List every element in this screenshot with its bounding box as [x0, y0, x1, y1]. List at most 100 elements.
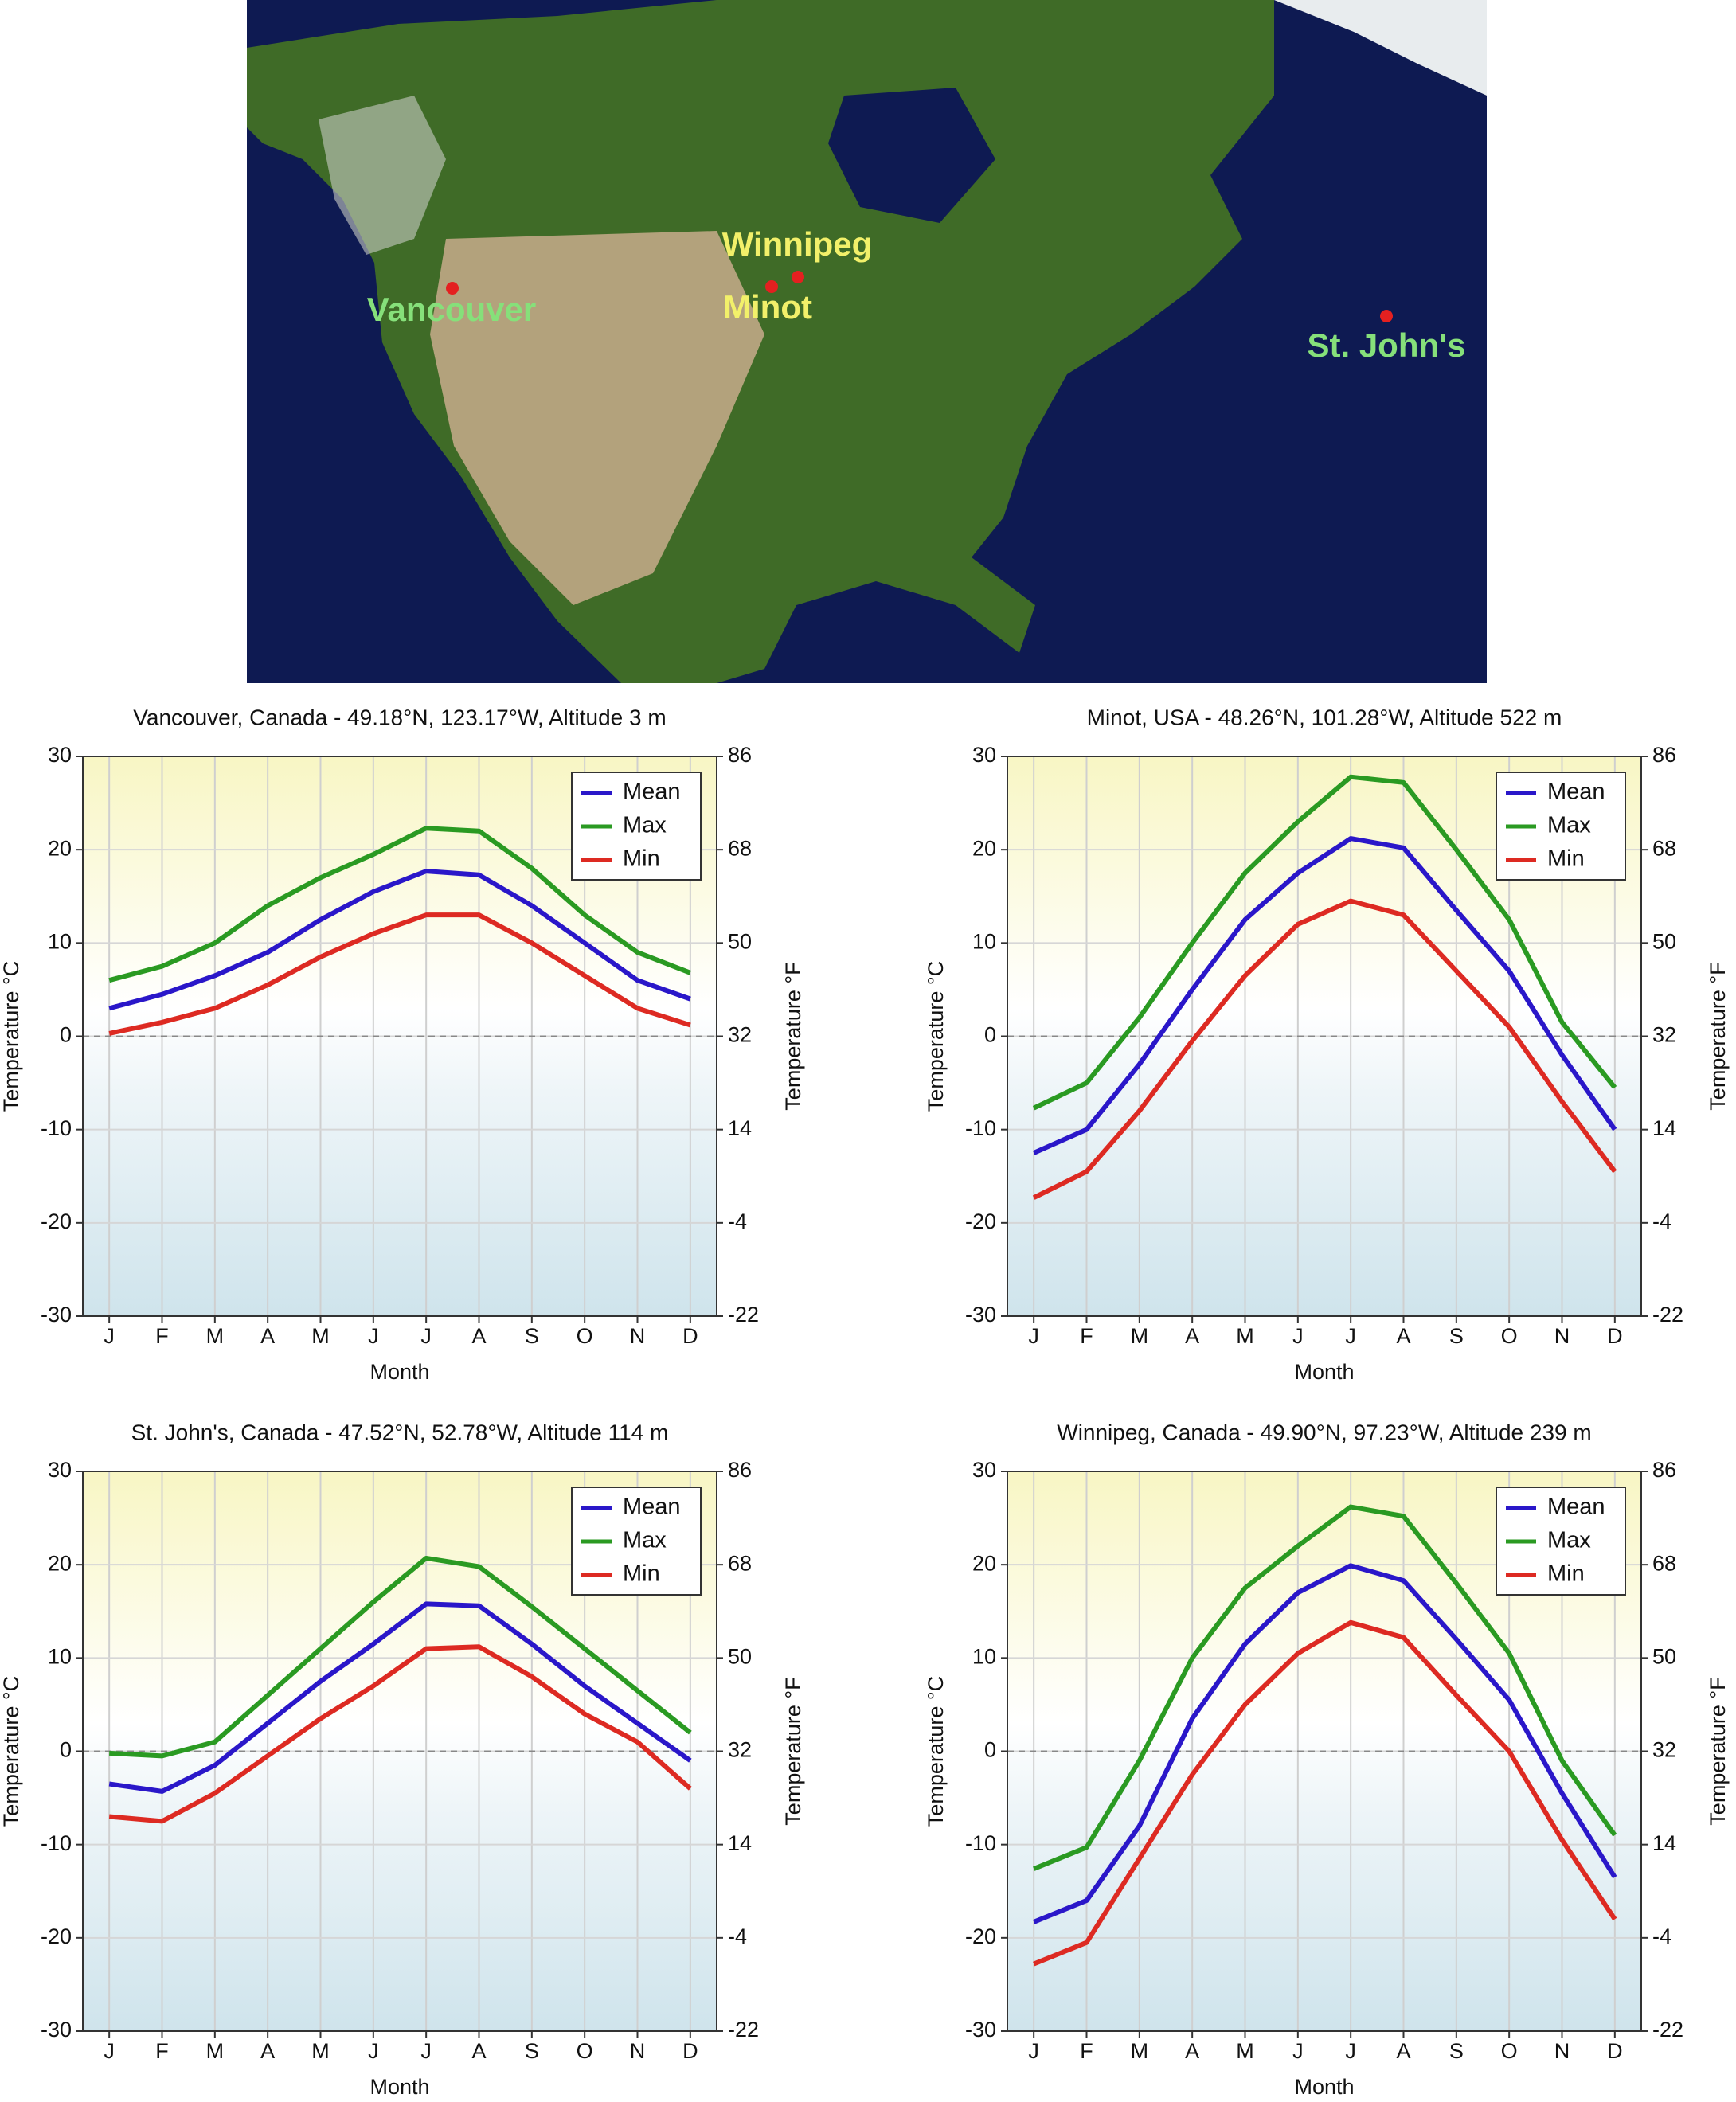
x-tick-label: A: [1396, 2039, 1410, 2063]
series-line: [1032, 898, 1617, 1200]
x-axis-label: Month: [1294, 2075, 1354, 2099]
series-line: [1032, 774, 1617, 1111]
series-line: [1033, 1504, 1617, 1871]
x-tick-label: J: [368, 2039, 379, 2063]
series-line: [108, 1601, 692, 1794]
x-tick-label: J: [1292, 2039, 1304, 2063]
y2-tick-label: 14: [728, 1831, 752, 1855]
y-tick-label: 20: [48, 836, 72, 860]
y-tick-label: -20: [965, 1924, 996, 1948]
y-axis-label: Temperature °C: [924, 1676, 948, 1827]
series-line: [108, 869, 691, 1011]
x-tick-label: S: [1449, 2039, 1464, 2063]
plot-frame: [82, 756, 717, 1317]
y-tick-label: 10: [972, 929, 996, 953]
city-dot: [792, 271, 804, 283]
y2-tick-label: 50: [728, 1644, 752, 1668]
y-tick-label: 0: [984, 1738, 996, 1762]
legend-label: Max: [623, 1528, 667, 1553]
y-tick-label: 20: [972, 1551, 996, 1575]
x-tick-label: A: [1185, 1324, 1199, 1348]
y-tick-label: 30: [972, 1458, 996, 1482]
y2-tick-label: -4: [1652, 1924, 1671, 1948]
series-line: [1032, 836, 1617, 1155]
y2-tick-label: -4: [728, 1924, 747, 1948]
y2-tick-label: -22: [728, 1303, 759, 1326]
x-tick-label: O: [577, 1324, 593, 1348]
y-tick-label: 10: [972, 1644, 996, 1668]
y-tick-label: -30: [41, 2018, 72, 2041]
y-tick-label: 30: [972, 743, 996, 767]
x-tick-label: J: [420, 1324, 432, 1348]
x-tick-label: J: [1028, 2039, 1039, 2063]
y2-tick-label: 14: [728, 1116, 752, 1140]
x-tick-label: O: [1501, 1324, 1518, 1348]
y2-tick-label: 86: [728, 1458, 752, 1482]
x-tick-label: D: [1607, 1324, 1623, 1348]
chart-title: Minot, USA - 48.26°N, 101.28°W, Altitude…: [1087, 705, 1562, 729]
y2-axis-label: Temperature °F: [781, 962, 805, 1110]
x-tick-label: M: [1131, 2039, 1149, 2063]
x-tick-label: J: [368, 1324, 379, 1348]
y2-tick-label: 68: [728, 836, 752, 860]
x-tick-label: N: [630, 2039, 646, 2063]
x-tick-label: J: [104, 1324, 115, 1348]
y-tick-label: 30: [48, 743, 72, 767]
x-tick-label: S: [1449, 1324, 1464, 1348]
legend-label: Max: [623, 813, 667, 838]
legend-label: Mean: [1547, 779, 1605, 805]
y2-tick-label: 32: [1652, 1738, 1676, 1762]
series-line: [108, 912, 691, 1036]
y-tick-label: 0: [60, 1023, 72, 1047]
legend-label: Mean: [623, 1494, 681, 1520]
x-tick-label: M: [206, 1324, 225, 1348]
y2-tick-label: 50: [1652, 929, 1676, 953]
chart: Vancouver, Canada - 49.18°N, 123.17°W, A…: [0, 705, 805, 1384]
x-tick-label: M: [311, 1324, 330, 1348]
y-tick-label: -30: [965, 1303, 996, 1326]
x-tick-label: A: [1185, 2039, 1199, 2063]
x-tick-label: N: [630, 1324, 646, 1348]
x-tick-label: F: [1080, 1324, 1093, 1348]
x-tick-label: F: [155, 2039, 169, 2063]
y-tick-label: -20: [965, 1209, 996, 1233]
y-tick-label: -10: [41, 1831, 72, 1855]
legend-label: Mean: [1547, 1494, 1605, 1520]
y-tick-label: -10: [965, 1116, 996, 1140]
x-axis-label: Month: [1294, 1360, 1354, 1384]
x-tick-label: A: [260, 2039, 275, 2063]
x-tick-label: A: [471, 2039, 486, 2063]
plot-frame: [82, 1471, 717, 2032]
y-tick-label: -20: [41, 1924, 72, 1948]
x-tick-label: J: [1345, 2039, 1356, 2063]
city-label: Vancouver: [367, 291, 536, 328]
series-line: [1033, 1619, 1617, 1967]
legend-label: Mean: [623, 779, 681, 805]
series-line: [109, 1555, 692, 1759]
y-tick-label: 0: [984, 1023, 996, 1047]
y2-tick-label: 68: [1652, 1551, 1676, 1575]
x-tick-label: A: [260, 1324, 275, 1348]
y2-tick-label: 86: [1652, 1458, 1676, 1482]
y-tick-label: 30: [48, 1458, 72, 1482]
city-label: St. John's: [1307, 326, 1465, 364]
greenland: [1274, 0, 1487, 96]
legend-label: Min: [1547, 846, 1585, 872]
y-axis-label: Temperature °C: [0, 961, 23, 1112]
plains: [430, 231, 764, 605]
plot-frame: [1007, 756, 1642, 1317]
y2-axis-label: Temperature °F: [1706, 962, 1730, 1110]
x-tick-label: S: [525, 1324, 539, 1348]
y2-tick-label: 50: [1652, 1644, 1676, 1668]
legend-label: Max: [1547, 1528, 1591, 1553]
y-axis-label: Temperature °C: [0, 1676, 23, 1827]
chart: Winnipeg, Canada - 49.90°N, 97.23°W, Alt…: [924, 1420, 1730, 2099]
series-line: [108, 826, 691, 983]
x-tick-label: O: [577, 2039, 593, 2063]
x-tick-label: J: [420, 2039, 432, 2063]
y2-tick-label: 50: [728, 929, 752, 953]
y2-tick-label: -22: [1652, 1303, 1683, 1326]
city-label: Minot: [723, 288, 812, 326]
x-tick-label: F: [1080, 2039, 1093, 2063]
y-tick-label: -10: [965, 1831, 996, 1855]
